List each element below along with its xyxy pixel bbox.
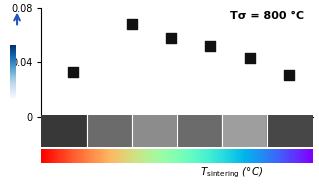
Point	[169, 36, 174, 39]
Bar	[267, 115, 313, 147]
Text: Tσ = 800 °C: Tσ = 800 °C	[230, 11, 304, 21]
Bar	[41, 115, 87, 147]
Bar	[87, 115, 132, 147]
Bar	[132, 115, 177, 147]
Bar	[177, 115, 222, 147]
Text: $T_{\rm sintering}$ (°C): $T_{\rm sintering}$ (°C)	[200, 166, 264, 180]
Point	[129, 22, 134, 26]
Point	[208, 44, 213, 47]
Point	[286, 73, 292, 76]
Bar	[222, 115, 267, 147]
Point	[70, 70, 76, 74]
Point	[247, 57, 252, 60]
